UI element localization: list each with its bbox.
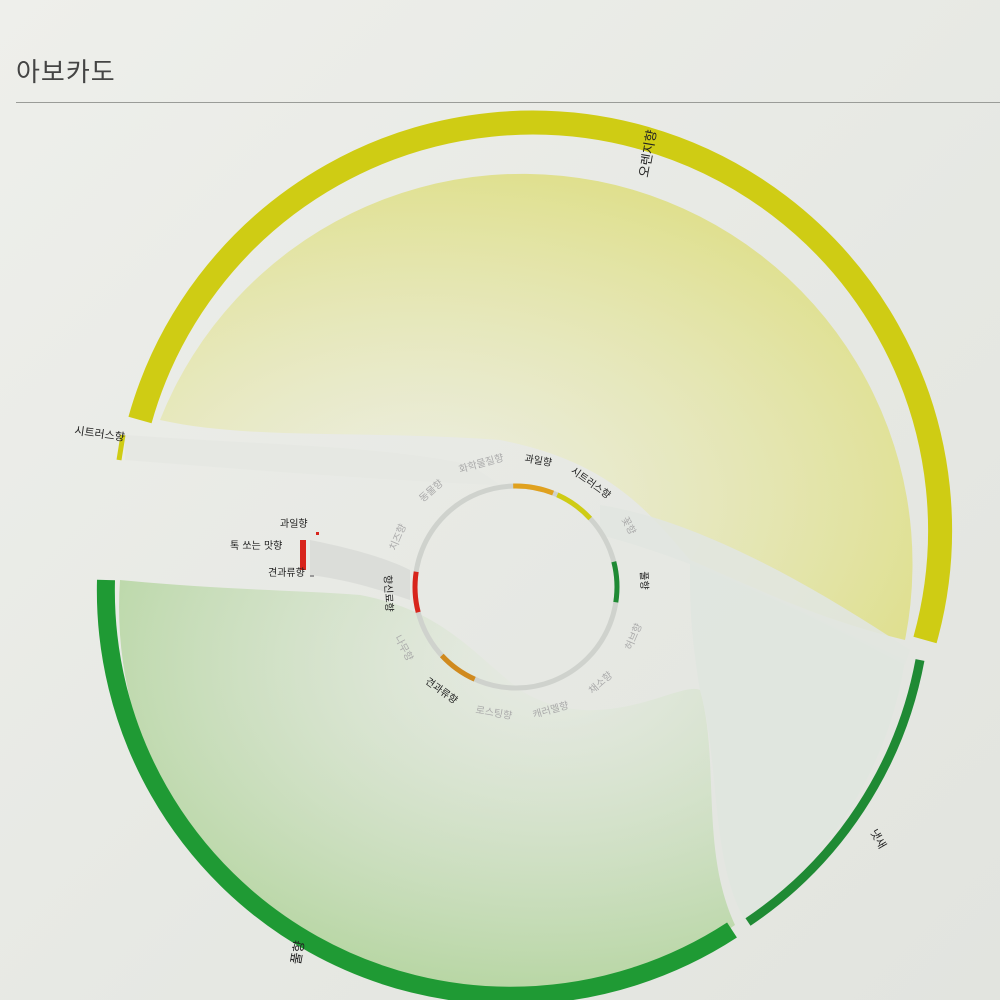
left-label-pungent: 톡 쏘는 맛향	[230, 540, 282, 552]
grass-flow-area	[119, 580, 736, 998]
orange-flow-area	[160, 173, 913, 641]
outer-arc-orange	[128, 110, 953, 644]
inner-arc-fruit	[513, 483, 555, 496]
ribbon-citrus	[125, 435, 500, 485]
outer-arc-citrus	[116, 434, 126, 461]
inner-arc-nut	[439, 653, 476, 682]
page-title: 아보카도	[16, 58, 116, 88]
inner-label-chemical: 화학물질향	[458, 452, 506, 476]
left-label-nutty: 견과류향	[268, 567, 305, 579]
inner-arc-spice	[412, 571, 421, 613]
inner-label-spice: 향신료향	[381, 575, 395, 612]
inner-active-arcs	[412, 483, 620, 682]
outer-label-smell: 냇새	[867, 827, 888, 851]
smell-flow-area	[690, 560, 905, 920]
inner-arc-citrus	[556, 492, 593, 521]
inner-label-fruit: 과일향	[524, 453, 553, 470]
inner-label-vegetable: 채소향	[586, 669, 615, 696]
outer-arc-grass	[96, 579, 737, 1000]
marker-nutty	[310, 575, 314, 577]
inner-label-herb: 허브향	[623, 622, 645, 652]
outer-label-citrus: 시트러스향	[74, 424, 126, 444]
outer-arc-smell	[745, 659, 925, 926]
title-divider	[16, 102, 1000, 103]
inner-label-grass: 풀향	[637, 571, 650, 590]
outer-label-grass: 풀향	[289, 939, 308, 965]
inner-arc-grass	[611, 561, 620, 603]
marker-pungent	[300, 540, 306, 570]
ribbon-spice	[310, 540, 410, 600]
ribbon-right	[600, 505, 910, 665]
left-label-fruity: 과일향	[280, 518, 308, 530]
inner-label-cheese: 치즈향	[387, 522, 409, 552]
marker-fruity	[316, 532, 319, 535]
